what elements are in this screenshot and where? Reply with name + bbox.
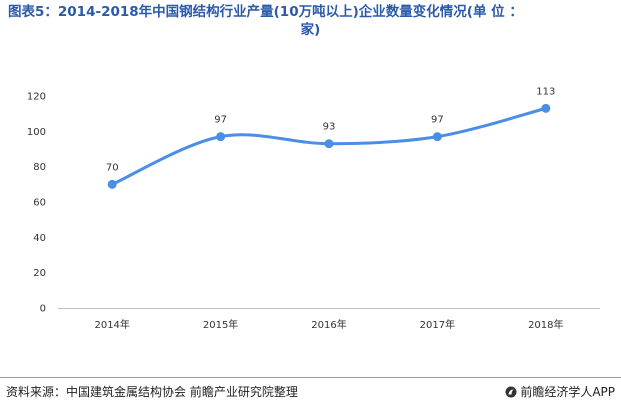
y-tick-label: 80 — [33, 162, 46, 173]
data-label: 97 — [431, 115, 444, 126]
y-tick-label: 0 — [40, 304, 46, 315]
data-label: 97 — [214, 115, 227, 126]
chart-title-line-1: 图表5：2014-2018年中国钢结构行业产量(10万吨以上)企业数量变化情况(… — [8, 4, 523, 20]
data-point — [216, 132, 226, 142]
x-axis-ticks: 2014年 2015年 2016年 2017年 2018年 — [94, 318, 563, 331]
source-note: 资料来源：中国建筑金属结构协会 前瞻产业研究院整理 — [6, 385, 298, 399]
data-label: 93 — [323, 122, 336, 133]
chart-title-line-2: 家) — [300, 22, 321, 38]
x-tick-label: 2017年 — [420, 318, 455, 331]
y-tick-label: 100 — [27, 127, 46, 138]
brand-mark: 前瞻经济学人APP — [505, 383, 615, 400]
x-tick-label: 2018年 — [528, 318, 563, 331]
y-tick-label: 40 — [33, 233, 46, 244]
data-label: 70 — [106, 162, 119, 173]
data-label: 113 — [536, 86, 555, 97]
brand-text: 前瞻经济学人APP — [520, 385, 615, 399]
footer-divider — [0, 377, 621, 378]
data-point — [432, 132, 442, 142]
x-tick-label: 2015年 — [203, 318, 238, 331]
data-labels-group: 70 97 93 97 113 — [106, 86, 556, 173]
brand-logo-icon — [505, 386, 517, 397]
y-axis-ticks: 0 20 40 60 80 100 120 — [27, 92, 46, 315]
chart-title: 图表5：2014-2018年中国钢结构行业产量(10万吨以上)企业数量变化情况(… — [8, 3, 613, 39]
data-point — [107, 179, 117, 189]
points-group — [107, 103, 551, 189]
y-tick-label: 60 — [33, 198, 46, 209]
y-tick-label: 20 — [33, 268, 46, 279]
data-point — [541, 103, 551, 113]
x-tick-label: 2014年 — [94, 318, 129, 331]
data-point — [324, 139, 334, 149]
x-tick-label: 2016年 — [311, 318, 346, 331]
y-tick-label: 120 — [27, 92, 46, 103]
